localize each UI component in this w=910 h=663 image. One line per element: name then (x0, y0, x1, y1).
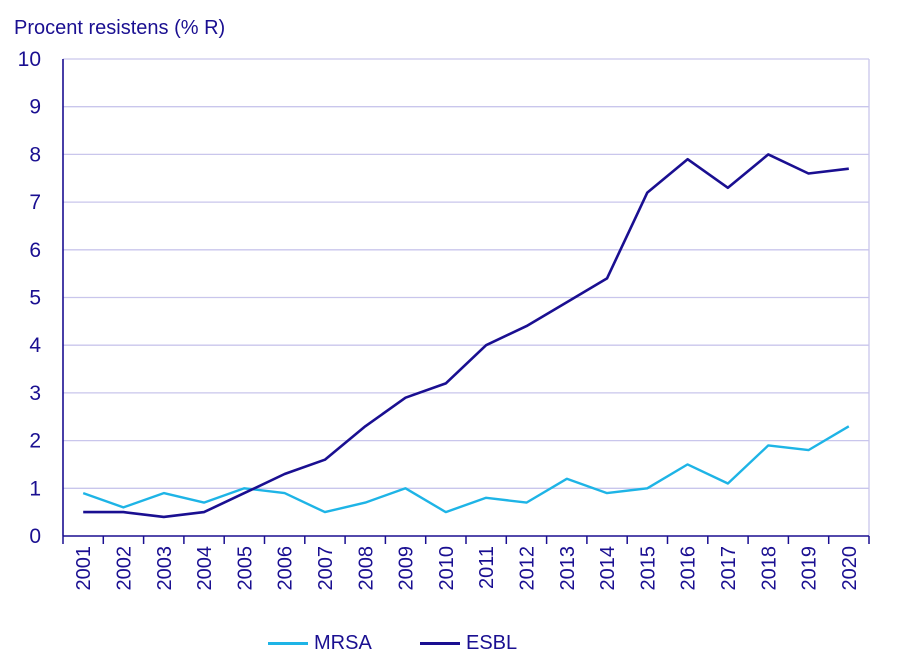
axes (62, 59, 870, 544)
x-tick-label-2013: 2013 (557, 546, 579, 591)
legend-item-mrsa: MRSA (268, 632, 372, 655)
legend-label-mrsa: MRSA (314, 632, 372, 654)
x-tick-label-2001: 2001 (73, 546, 95, 591)
y-tick-label-7: 7 (29, 191, 41, 214)
y-tick-label-5: 5 (29, 287, 41, 310)
x-tick-label-2016: 2016 (678, 546, 700, 591)
gridlines (63, 58, 870, 536)
x-tick-label-2003: 2003 (154, 546, 176, 591)
y-tick-label-1: 1 (29, 477, 41, 500)
x-tick-labels: 2001 2002 2003 2004 2005 2006 2007 2008 2009 2010… (73, 546, 861, 591)
y-axis-title: Procent resistens (% R) (14, 17, 226, 39)
x-tick-label-2019: 2019 (799, 546, 821, 591)
x-tick-label-2015: 2015 (637, 546, 659, 591)
x-tick-label-2020: 2020 (839, 546, 861, 591)
y-tick-labels: 0 1 2 3 4 5 6 7 8 9 10 (18, 48, 42, 548)
x-tick-label-2011: 2011 (476, 546, 498, 589)
legend-swatch-mrsa (268, 642, 308, 645)
x-tick-label-2005: 2005 (234, 546, 256, 591)
x-tick-label-2017: 2017 (718, 546, 740, 591)
series-lines (82, 153, 850, 519)
series-line-mrsa (82, 425, 850, 514)
x-tick-label-2007: 2007 (315, 546, 337, 591)
legend-label-esbl: ESBL (466, 632, 518, 654)
series-line-esbl (83, 153, 849, 519)
y-tick-label-9: 9 (29, 96, 41, 119)
legend-item-esbl: ESBL (420, 632, 517, 655)
x-tick-label-2010: 2010 (436, 546, 458, 591)
x-tick-label-2012: 2012 (516, 546, 538, 591)
y-tick-label-8: 8 (29, 143, 41, 166)
y-tick-label-6: 6 (29, 239, 41, 262)
legend: MRSA ESBL (0, 632, 910, 658)
x-tick-label-2008: 2008 (355, 546, 377, 591)
x-tick-label-2009: 2009 (396, 546, 418, 591)
x-tick-label-2002: 2002 (113, 546, 135, 591)
y-tick-label-3: 3 (29, 382, 41, 405)
y-tick-label-0: 0 (29, 525, 41, 548)
x-tick-label-2004: 2004 (194, 546, 216, 591)
y-tick-label-4: 4 (29, 334, 41, 357)
x-tick-label-2014: 2014 (597, 546, 619, 591)
y-tick-label-2: 2 (29, 430, 41, 453)
y-tick-label-10: 10 (18, 48, 41, 71)
x-tick-label-2006: 2006 (275, 546, 297, 591)
legend-swatch-esbl (420, 642, 460, 645)
x-tick-label-2018: 2018 (758, 546, 780, 591)
